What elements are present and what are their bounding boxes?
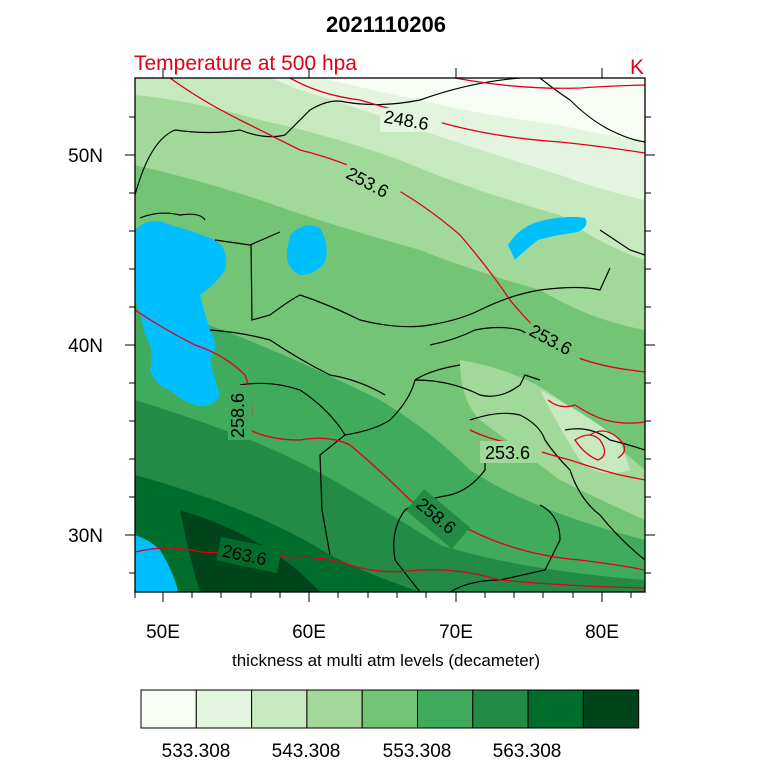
x-tick-label: 70E	[439, 622, 473, 643]
contour-label-bg	[216, 108, 588, 574]
y-tick-label: 50N	[68, 146, 103, 167]
band-fill	[320, 78, 645, 140]
x-tick-label: 80E	[585, 622, 619, 643]
colorbar-swatch	[195, 689, 253, 729]
colorbar-label: 543.308	[272, 741, 341, 762]
colorbar-swatch	[417, 689, 474, 729]
colorbar-swatch	[361, 689, 419, 729]
colorbar-label: 533.308	[162, 741, 231, 762]
variable-title: Temperature at 500 hpa	[134, 52, 357, 75]
colorbar-label: 563.308	[493, 741, 562, 762]
x-tick-label: 60E	[292, 622, 326, 643]
colorbar-swatch	[251, 689, 308, 729]
colorbar-labels: 533.308 543.308 553.308 563.308	[162, 741, 562, 762]
x-tick-label: 50E	[146, 622, 180, 643]
colorbar-swatch	[527, 689, 584, 729]
band-fill	[460, 360, 645, 520]
x-axis-label: thickness at multi atm levels (decameter…	[232, 651, 540, 670]
map-title: 2021110206	[326, 12, 446, 37]
colorbar-label: 553.308	[383, 741, 452, 762]
band-fill	[540, 390, 630, 474]
contour-label: 253.6	[485, 443, 530, 463]
country-borders	[135, 78, 645, 592]
colorbar-swatch	[306, 689, 363, 729]
aral-sea	[286, 225, 327, 275]
caspian-sea	[135, 221, 227, 407]
y-tick-labels: 30N 40N 50N	[68, 146, 103, 547]
units-label: K	[630, 56, 645, 79]
contour-label: 258.6	[228, 393, 248, 438]
map-area	[135, 78, 645, 592]
y-tick-label: 30N	[68, 526, 103, 547]
temperature-contours	[135, 78, 645, 589]
colorbar-swatch	[140, 689, 197, 729]
colorbar-swatch	[472, 689, 529, 729]
colorbar-swatch	[582, 689, 640, 729]
map-frame	[134, 77, 646, 593]
y-tick-label: 40N	[68, 336, 103, 357]
lake-balkhash	[508, 216, 587, 260]
tick-marks	[125, 68, 655, 602]
x-tick-labels: 50E 60E 70E 80E	[146, 622, 619, 643]
colorbar	[140, 689, 640, 729]
